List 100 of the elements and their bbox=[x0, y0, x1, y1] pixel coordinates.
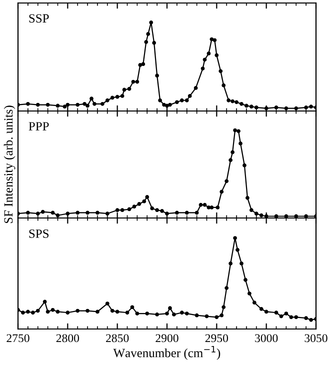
point bbox=[122, 88, 126, 92]
point bbox=[200, 66, 205, 70]
point bbox=[249, 208, 254, 212]
point bbox=[240, 102, 244, 106]
point bbox=[236, 248, 240, 252]
point bbox=[198, 202, 203, 207]
point bbox=[252, 300, 256, 305]
point bbox=[244, 104, 248, 108]
point bbox=[194, 86, 198, 90]
point bbox=[180, 310, 184, 315]
x-tick-label: 2800 bbox=[56, 334, 80, 342]
point bbox=[180, 98, 184, 102]
point bbox=[76, 102, 80, 107]
point bbox=[56, 104, 60, 108]
point bbox=[155, 312, 160, 316]
point bbox=[105, 98, 110, 102]
point bbox=[56, 310, 60, 314]
point bbox=[174, 210, 179, 215]
point bbox=[96, 310, 100, 314]
point bbox=[160, 209, 164, 213]
point bbox=[152, 40, 156, 45]
point bbox=[254, 212, 258, 216]
point bbox=[131, 80, 136, 84]
point bbox=[110, 96, 114, 100]
chart-title: SPS bbox=[29, 229, 49, 238]
point bbox=[86, 210, 90, 215]
chart-title: SSP bbox=[29, 14, 49, 23]
point bbox=[259, 213, 264, 218]
point bbox=[259, 307, 264, 311]
point bbox=[150, 206, 154, 210]
point bbox=[233, 236, 237, 240]
x-tick-label: 3050 bbox=[304, 334, 328, 342]
point bbox=[228, 262, 233, 266]
point bbox=[105, 212, 110, 216]
point bbox=[26, 210, 30, 215]
point bbox=[144, 40, 148, 44]
point bbox=[233, 128, 237, 132]
point bbox=[86, 308, 90, 313]
x-tick-label: 3000 bbox=[255, 334, 278, 342]
point bbox=[90, 96, 94, 101]
point bbox=[115, 208, 120, 212]
point bbox=[115, 94, 120, 99]
point bbox=[214, 315, 219, 320]
point bbox=[222, 305, 226, 310]
point bbox=[165, 104, 169, 108]
point bbox=[304, 316, 308, 320]
point bbox=[249, 104, 254, 109]
point bbox=[36, 102, 40, 107]
point bbox=[145, 195, 150, 199]
point bbox=[127, 86, 132, 91]
point bbox=[218, 69, 223, 74]
point bbox=[284, 312, 288, 316]
point bbox=[228, 158, 233, 162]
point bbox=[238, 142, 242, 146]
point bbox=[105, 302, 110, 306]
x-axis-title: Wavenumber (cm$^{−1}$) bbox=[113, 346, 220, 360]
point bbox=[142, 199, 146, 204]
point bbox=[162, 102, 166, 107]
point bbox=[135, 312, 140, 316]
point bbox=[172, 312, 176, 316]
point bbox=[274, 310, 278, 315]
point bbox=[100, 102, 104, 106]
point bbox=[137, 202, 142, 206]
point bbox=[202, 58, 207, 62]
point bbox=[220, 313, 224, 318]
point bbox=[82, 102, 86, 106]
x-tick-label: 2950 bbox=[205, 334, 228, 342]
point bbox=[168, 306, 172, 310]
point bbox=[244, 278, 248, 282]
point bbox=[135, 80, 140, 84]
point bbox=[242, 163, 246, 168]
point bbox=[210, 206, 214, 210]
point bbox=[168, 102, 172, 107]
point bbox=[230, 150, 235, 154]
point bbox=[194, 210, 199, 215]
point bbox=[158, 98, 162, 102]
point bbox=[234, 100, 238, 104]
point bbox=[42, 300, 47, 304]
point bbox=[206, 206, 211, 210]
point bbox=[26, 310, 30, 314]
point bbox=[30, 310, 35, 315]
point bbox=[130, 305, 134, 310]
point bbox=[184, 312, 189, 316]
point bbox=[92, 102, 96, 106]
x-tick-label: 2900 bbox=[156, 334, 178, 342]
point bbox=[240, 262, 244, 266]
point bbox=[184, 210, 189, 215]
point bbox=[145, 312, 150, 316]
point bbox=[149, 20, 154, 24]
point bbox=[110, 308, 114, 313]
point bbox=[204, 314, 209, 318]
point bbox=[138, 63, 142, 67]
x-tick-label: 2750 bbox=[6, 334, 30, 342]
point bbox=[194, 313, 199, 318]
point bbox=[230, 99, 235, 104]
point bbox=[50, 210, 55, 215]
point bbox=[46, 310, 50, 314]
point bbox=[21, 310, 25, 315]
point bbox=[165, 312, 169, 316]
point bbox=[236, 129, 240, 134]
